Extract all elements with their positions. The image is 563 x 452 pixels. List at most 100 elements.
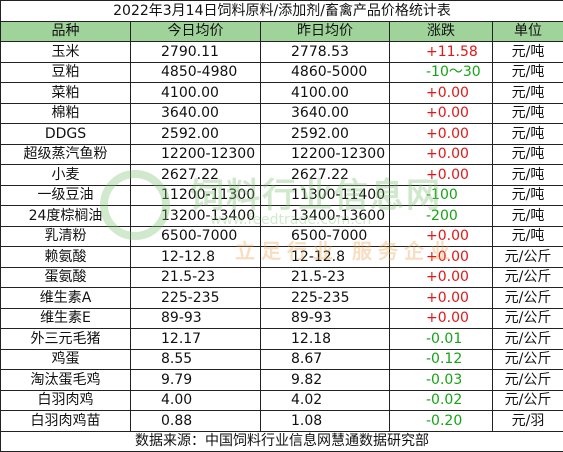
cell-change: -0.01 (390, 329, 493, 350)
cell-today: 4850-4980 (131, 62, 261, 83)
cell-unit: 元/吨 (493, 103, 563, 124)
cell-today: 225-235 (131, 288, 261, 309)
cell-today: 4.00 (131, 390, 261, 411)
cell-today: 8.55 (131, 349, 261, 370)
cell-name: 白羽肉鸡 (1, 390, 131, 411)
cell-change: -0.02 (390, 390, 493, 411)
cell-yesterday: 12.18 (261, 329, 390, 350)
cell-yesterday: 2778.53 (261, 42, 390, 63)
cell-name: 乳清粉 (1, 226, 131, 247)
price-table-sheet: 2022年3月14日饲料原料/添加剂/畜禽产品价格统计表 品种 今日均价 昨日均… (0, 0, 563, 428)
cell-unit: 元/公斤 (493, 370, 563, 391)
cell-today: 9.79 (131, 370, 261, 391)
footer-row: 数据来源：中国饲料行业信息网慧通数据研究部 (1, 431, 563, 452)
cell-unit: 元/吨 (493, 62, 563, 83)
cell-change: -100 (390, 185, 493, 206)
cell-unit: 元/公斤 (493, 247, 563, 268)
cell-name: 外三元毛猪 (1, 329, 131, 350)
cell-change: +0.00 (390, 83, 493, 104)
cell-today: 3640.00 (131, 103, 261, 124)
cell-unit: 元/吨 (493, 226, 563, 247)
cell-yesterday: 12-12.8 (261, 247, 390, 268)
cell-change: +0.00 (390, 103, 493, 124)
cell-today: 11200-11300 (131, 185, 261, 206)
cell-today: 21.5-23 (131, 267, 261, 288)
cell-name: 棉粕 (1, 103, 131, 124)
cell-change: -0.03 (390, 370, 493, 391)
cell-name: 维生素E (1, 308, 131, 329)
cell-yesterday: 11300-11400 (261, 185, 390, 206)
cell-name: 小麦 (1, 165, 131, 186)
cell-name: 蛋氨酸 (1, 267, 131, 288)
cell-name: 玉米 (1, 42, 131, 63)
cell-change: +0.00 (390, 226, 493, 247)
cell-yesterday: 4860-5000 (261, 62, 390, 83)
header-name: 品种 (1, 21, 131, 42)
cell-today: 13200-13400 (131, 206, 261, 227)
cell-unit: 元/吨 (493, 185, 563, 206)
cell-change: +0.00 (390, 308, 493, 329)
cell-name: 豆粕 (1, 62, 131, 83)
cell-yesterday: 4.02 (261, 390, 390, 411)
cell-name: 维生素A (1, 288, 131, 309)
header-today: 今日均价 (131, 21, 261, 42)
cell-name: 一级豆油 (1, 185, 131, 206)
cell-change: +0.00 (390, 144, 493, 165)
cell-unit: 元/公斤 (493, 349, 563, 370)
cell-name: 24度棕榈油 (1, 206, 131, 227)
cell-today: 12-12.8 (131, 247, 261, 268)
cell-yesterday: 9.82 (261, 370, 390, 391)
cell-today: 12200-12300 (131, 144, 261, 165)
cell-today: 4100.00 (131, 83, 261, 104)
cell-change: +0.00 (390, 288, 493, 309)
cell-unit: 元/公斤 (493, 308, 563, 329)
cell-change: -0.12 (390, 349, 493, 370)
header-change: 涨跌 (390, 21, 493, 42)
cell-yesterday: 2627.22 (261, 165, 390, 186)
cell-unit: 元/公斤 (493, 390, 563, 411)
cell-yesterday: 21.5-23 (261, 267, 390, 288)
cell-yesterday: 12200-12300 (261, 144, 390, 165)
cell-yesterday: 6500-7000 (261, 226, 390, 247)
cell-yesterday: 4100.00 (261, 83, 390, 104)
cell-yesterday: 89-93 (261, 308, 390, 329)
cell-today: 89-93 (131, 308, 261, 329)
cell-name: DDGS (1, 124, 131, 145)
header-row: 品种 今日均价 昨日均价 涨跌 单位 (1, 21, 563, 42)
cell-change: +0.00 (390, 124, 493, 145)
cell-name: 淘汰蛋毛鸡 (1, 370, 131, 391)
cell-name: 赖氨酸 (1, 247, 131, 268)
title-row: 2022年3月14日饲料原料/添加剂/畜禽产品价格统计表 (1, 1, 563, 22)
cell-name: 菜粕 (1, 83, 131, 104)
cell-yesterday: 13400-13600 (261, 206, 390, 227)
cell-yesterday: 225-235 (261, 288, 390, 309)
cell-change: +0.00 (390, 247, 493, 268)
cell-name: 超级蒸汽鱼粉 (1, 144, 131, 165)
cell-change: -10～30 (390, 62, 493, 83)
cell-today: 12.17 (131, 329, 261, 350)
cell-unit: 元/公斤 (493, 329, 563, 350)
cell-today: 2627.22 (131, 165, 261, 186)
cell-unit: 元/吨 (493, 144, 563, 165)
cell-unit: 元/公斤 (493, 267, 563, 288)
cell-unit: 元/吨 (493, 124, 563, 145)
cell-change: -200 (390, 206, 493, 227)
cell-yesterday: 3640.00 (261, 103, 390, 124)
cell-unit: 元/吨 (493, 206, 563, 227)
